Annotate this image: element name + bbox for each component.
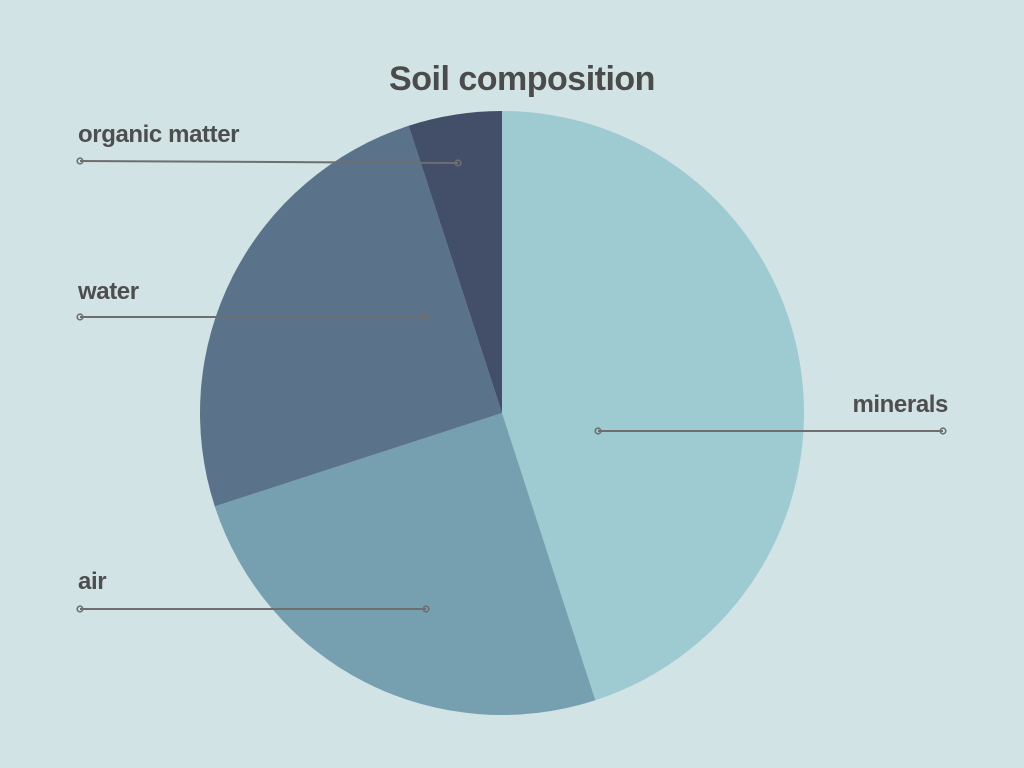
leader-dot-organic-matter xyxy=(454,159,462,167)
pie-slice-air xyxy=(214,413,596,715)
slice-label-air: air xyxy=(78,568,106,595)
leader-dot-minerals xyxy=(939,427,947,435)
slice-label-organic-matter: organic matter xyxy=(78,121,239,148)
leader-dot-water xyxy=(422,313,430,321)
leader-dot-water xyxy=(76,313,84,321)
slice-label-water: water xyxy=(77,278,139,305)
pie-slice-organic-matter xyxy=(408,111,502,413)
pie-slice-minerals xyxy=(502,111,804,701)
leader-line-organic-matter xyxy=(79,160,459,164)
leader-dot-organic-matter xyxy=(76,157,84,165)
leader-dot-air xyxy=(422,605,430,613)
chart-title: Soil composition xyxy=(389,60,655,98)
slice-callouts: minerals air water organic matter xyxy=(76,121,948,613)
leader-dot-air xyxy=(76,605,84,613)
pie-slices xyxy=(200,111,804,715)
slice-label-minerals: minerals xyxy=(852,391,948,418)
leader-dot-minerals xyxy=(594,427,602,435)
